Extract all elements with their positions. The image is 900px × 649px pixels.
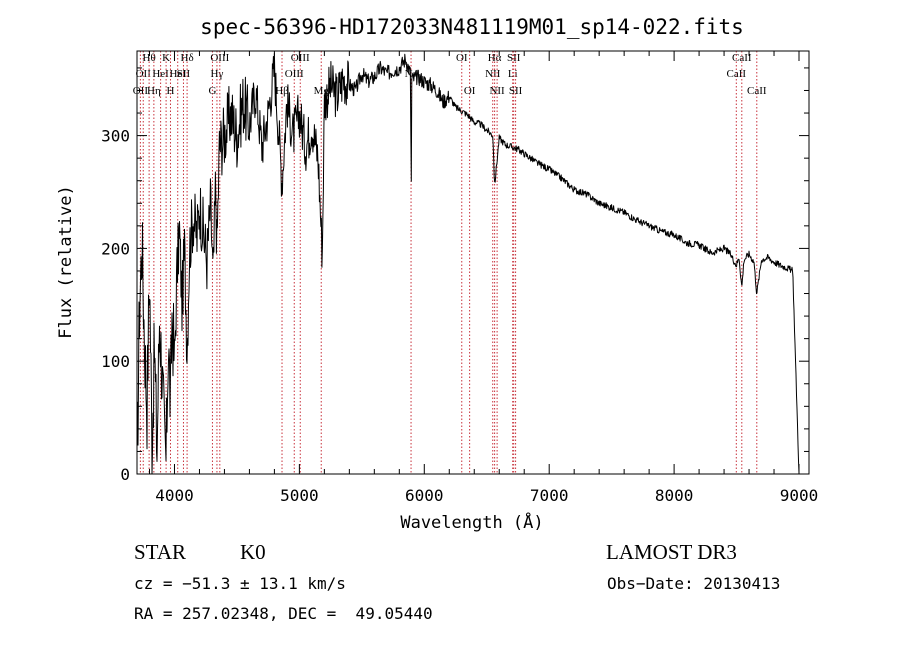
y-axis-label: Flux (relative): [56, 185, 76, 339]
line-marker-label-28: CaII: [747, 85, 767, 97]
x-tick-label-8000: 8000: [655, 486, 694, 505]
line-marker-label-4: HeI: [152, 68, 169, 80]
x-tick-label-6000: 6000: [405, 486, 444, 505]
line-marker-label-9: Hδ: [181, 52, 194, 64]
x-tick-label-7000: 7000: [530, 486, 569, 505]
x-axis-label: Wavelength (Å): [400, 511, 543, 533]
line-marker-label-21: Hα: [488, 52, 502, 64]
spectral-subclass: K0: [240, 540, 266, 564]
y-tick-label-0: 0: [120, 465, 130, 484]
x-tick-label-9000: 9000: [780, 486, 819, 505]
line-marker-label-26: CaII: [727, 68, 747, 80]
observation-date: Obs−Date: 20130413: [607, 574, 781, 593]
line-marker-label-1: OII: [136, 68, 152, 80]
series-layer: [136, 52, 800, 475]
y-tick-label-300: 300: [101, 127, 130, 146]
survey-name: LAMOST DR3: [606, 540, 737, 564]
y-tick-label-100: 100: [101, 352, 130, 371]
line-marker-label-20: NII: [485, 68, 501, 80]
line-marker-label-5: K: [162, 52, 170, 64]
line-marker-label-6: H: [166, 85, 174, 97]
line-marker-label-25: SII: [509, 85, 523, 97]
line-marker-label-10: G: [208, 85, 216, 97]
line-marker-label-22: NII: [489, 85, 505, 97]
spectrum-line: [136, 52, 800, 475]
redshift-velocity: cz = −51.3 ± 13.1 km/s: [134, 574, 346, 593]
line-marker-label-3: Hη: [147, 85, 161, 97]
line-marker-label-12: OIII: [210, 52, 229, 64]
line-marker-label-19: OI: [464, 85, 476, 97]
line-marker-label-11: Hγ: [211, 68, 224, 80]
line-marker-label-27: CaII: [732, 52, 752, 64]
y-tick-label-200: 200: [101, 239, 130, 258]
x-tick-label-5000: 5000: [280, 486, 319, 505]
line-marker-label-15: OIII: [291, 52, 310, 64]
plot-frame: [136, 50, 810, 475]
line-marker-label-18: OI: [456, 52, 468, 64]
chart-title: spec-56396-HD172033N481119M01_sp14-022.f…: [200, 15, 744, 39]
line-marker-label-14: OIII: [285, 68, 304, 80]
object-type: STAR: [134, 540, 186, 564]
line-marker-label-13: Hβ: [275, 85, 289, 97]
coordinates: RA = 257.02348, DEC = 49.05440: [134, 604, 433, 623]
line-marker-label-23: Li: [508, 68, 518, 80]
line-marker-label-0: OII: [133, 85, 149, 97]
line-marker-label-24: SII: [507, 52, 521, 64]
line-marker-label-8: SII: [177, 68, 191, 80]
line-marker-label-7: HeI: [169, 68, 186, 80]
tick-layer: 4000 5000 6000 7000 8000 9000 0 100 200 300: [101, 51, 818, 505]
x-tick-label-4000: 4000: [155, 486, 194, 505]
line-marker-label-2: Hθ: [143, 52, 156, 64]
